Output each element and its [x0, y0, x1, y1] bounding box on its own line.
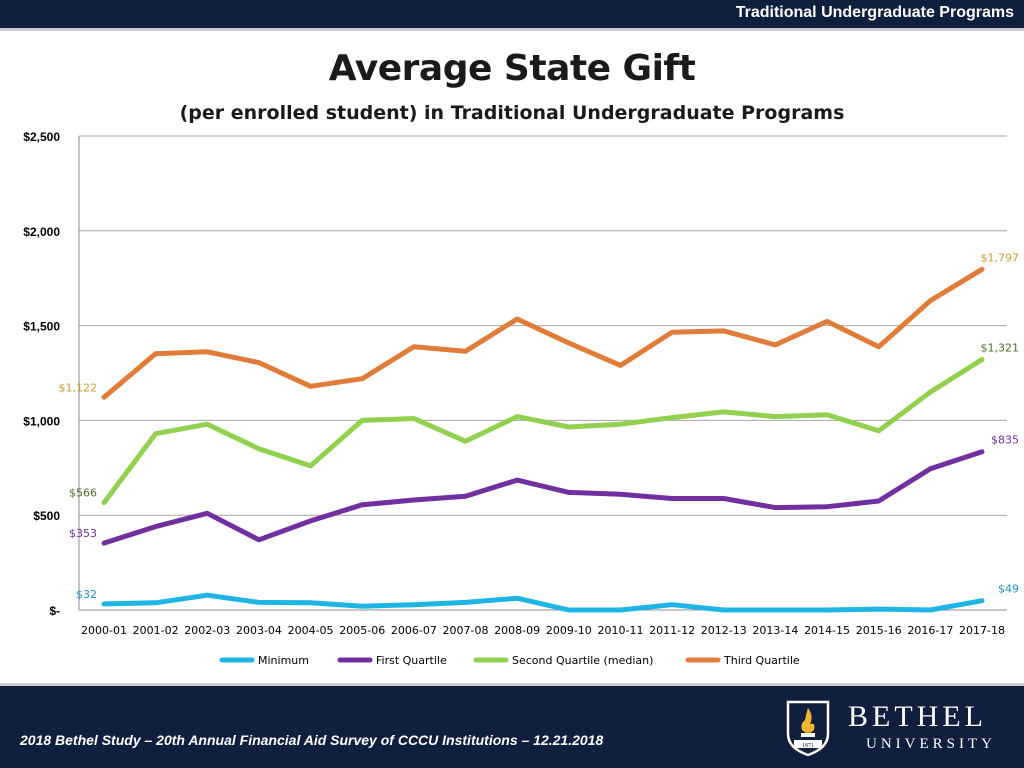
x-tick-label: 2002-03 [184, 624, 230, 637]
x-tick-label: 2001-02 [133, 624, 179, 637]
footer-banner: 2018 Bethel Study – 20th Annual Financia… [0, 686, 1024, 768]
x-tick-label: 2012-13 [701, 624, 747, 637]
data-label-end: $1,321 [981, 342, 1020, 355]
x-tick-label: 2006-07 [391, 624, 437, 637]
y-tick-label: $1,000 [23, 414, 60, 428]
x-tick-label: 2013-14 [752, 624, 798, 637]
legend-label: Third Quartile [723, 654, 800, 667]
line-chart: $- $500 $1,000 $1,500 $2,000 $2,500 2000-01 200… [23, 130, 1020, 667]
y-tick-label: $500 [33, 509, 60, 523]
y-tick-label: $2,000 [23, 225, 60, 239]
bethel-shield-icon: 1871 [786, 700, 830, 756]
data-label-end: $49 [998, 583, 1019, 596]
legend-label: Second Quartile (median) [512, 654, 653, 667]
x-tick-label: 2011-12 [649, 624, 695, 637]
x-tick-label: 2017-18 [959, 624, 1005, 637]
top-banner: Traditional Undergraduate Programs [0, 0, 1024, 28]
y-tick-label: $1,500 [23, 320, 60, 334]
logo-year: 1871 [802, 743, 814, 749]
series-line [101, 266, 985, 400]
chart-title: Average State Gift [328, 48, 696, 89]
legend-label: Minimum [258, 654, 309, 667]
x-tick-label: 2016-17 [907, 624, 953, 637]
data-label-start: $32 [76, 588, 97, 601]
series-line [101, 592, 985, 613]
x-tick-label: 2015-16 [856, 624, 902, 637]
top-divider [0, 28, 1024, 31]
section-title: Traditional Undergraduate Programs [735, 4, 1014, 21]
series-line [101, 357, 985, 506]
data-label-start: $566 [69, 487, 97, 500]
y-tick-label: $- [49, 604, 60, 618]
y-tick-label: $2,500 [23, 130, 60, 144]
data-label-end: $835 [991, 434, 1019, 447]
bottom-divider [0, 683, 1024, 686]
data-label-start: $1,122 [59, 381, 98, 394]
x-tick-label: 2014-15 [804, 624, 850, 637]
logo-wordmark: BETHEL [848, 700, 987, 733]
data-label-end: $1,797 [981, 251, 1020, 264]
x-tick-label: 2010-11 [597, 624, 643, 637]
x-tick-label: 2007-08 [443, 624, 489, 637]
x-tick-label: 2003-04 [236, 624, 282, 637]
x-tick-label: 2005-06 [339, 624, 385, 637]
x-tick-label: 2008-09 [494, 624, 540, 637]
x-tick-label: 2009-10 [546, 624, 592, 637]
data-label-start: $353 [69, 527, 97, 540]
legend-label: First Quartile [376, 654, 447, 667]
chart-subtitle: (per enrolled student) in Traditional Un… [179, 102, 845, 124]
logo-subtitle: UNIVERSITY [866, 736, 996, 752]
x-tick-label: 2004-05 [288, 624, 334, 637]
series-line [101, 449, 985, 546]
study-caption: 2018 Bethel Study – 20th Annual Financia… [20, 732, 604, 748]
x-tick-label: 2000-01 [81, 624, 127, 637]
